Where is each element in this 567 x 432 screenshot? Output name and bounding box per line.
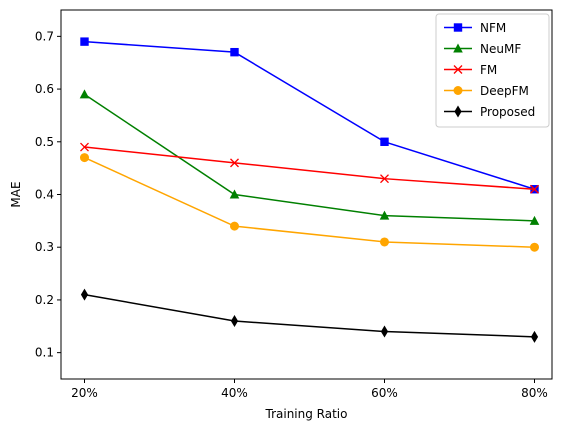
data-point-nfm: [380, 137, 389, 146]
data-point-deepfm: [80, 153, 89, 163]
data-point-fm: [380, 174, 389, 184]
x-tick-label: 40%: [221, 386, 248, 400]
data-point-deepfm: [380, 237, 389, 247]
legend-marker-fm: [453, 65, 463, 74]
data-point-fm: [230, 158, 239, 168]
y-tick-label: 0.2: [35, 293, 54, 307]
data-point-nfm: [80, 37, 89, 46]
legend-marker-neumf: [453, 43, 463, 53]
x-tick-label: 60%: [371, 386, 398, 400]
x-tick-label: 80%: [521, 386, 548, 400]
series-line-deepfm: [84, 156, 535, 248]
legend-label-deepfm: DeepFM: [480, 84, 529, 98]
legend-marker-proposed: [454, 105, 462, 118]
y-tick-label: 0.1: [35, 346, 54, 360]
x-tick-label: 20%: [71, 386, 98, 400]
x-marker-stroke: [453, 65, 463, 74]
x-marker-stroke: [380, 174, 389, 184]
data-point-proposed: [80, 288, 89, 301]
y-axis-label: MAE: [9, 181, 23, 207]
data-point-fm: [530, 184, 539, 194]
series-line-fm: [84, 146, 535, 190]
legend-label-fm: FM: [480, 63, 497, 77]
data-point-proposed: [530, 330, 539, 343]
series-line-neumf: [84, 93, 535, 222]
data-point-nfm: [230, 47, 239, 57]
y-tick-label: 0.4: [35, 188, 54, 202]
y-tick-label: 0.7: [35, 29, 54, 43]
data-point-neumf: [79, 89, 90, 99]
y-tick-label: 0.5: [35, 135, 54, 149]
x-marker-stroke: [80, 142, 89, 152]
y-tick-label: 0.6: [35, 82, 54, 96]
legend-box: [435, 13, 550, 128]
series-line-nfm: [84, 40, 535, 190]
legend: NFM NeuMF FM DeepFM Proposed: [435, 13, 550, 128]
series-line-proposed: [84, 293, 535, 338]
data-point-deepfm: [230, 221, 239, 231]
legend-label-neumf: NeuMF: [480, 42, 521, 56]
x-marker-stroke: [230, 158, 239, 168]
legend-marker-deepfm: [453, 86, 463, 95]
y-axis-ticks: 0.1 0.2 0.3 0.4 0.5 0.6 0.7: [35, 29, 61, 360]
data-point-proposed: [380, 325, 389, 338]
data-point-neumf: [529, 215, 540, 225]
x-axis-label: Training Ratio: [265, 407, 348, 421]
legend-label-nfm: NFM: [480, 21, 506, 35]
y-tick-label: 0.3: [35, 240, 54, 254]
data-point-deepfm: [530, 242, 539, 252]
x-axis-ticks: 20% 40% 60% 80%: [71, 379, 548, 400]
legend-label-proposed: Proposed: [480, 105, 535, 119]
data-point-fm: [80, 142, 89, 152]
plot-area: [79, 37, 540, 343]
x-marker-stroke: [530, 184, 539, 194]
data-point-neumf: [229, 189, 240, 199]
data-point-proposed: [230, 315, 239, 328]
legend-marker-nfm: [453, 23, 463, 32]
data-point-neumf: [379, 210, 390, 220]
